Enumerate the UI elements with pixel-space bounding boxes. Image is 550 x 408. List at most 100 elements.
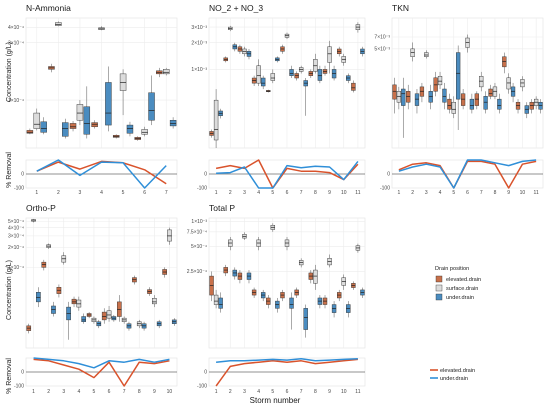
- box-storm-4-surface: [98, 26, 105, 31]
- box-storm-6-under: [111, 314, 117, 322]
- box-body: [270, 73, 276, 81]
- y-axis-label-concentration-top: Concentration (g/L): [6, 42, 13, 102]
- box-storm-1-under: [401, 77, 406, 138]
- box-storm-6-under: [289, 65, 294, 79]
- y-tick-label: 2×10⁻³: [191, 40, 207, 46]
- box-storm-8-under: [317, 65, 323, 84]
- box-body: [91, 122, 98, 128]
- legend-label: elevated.drain: [446, 277, 481, 283]
- x-tick-label: 8: [138, 389, 141, 395]
- box-storm-11-elevated: [351, 80, 356, 93]
- box-legend: Drain position elevated.drain surface.dra…: [435, 266, 481, 301]
- box-storm-2-elevated: [223, 264, 228, 277]
- box-storm-3-elevated: [56, 284, 62, 298]
- box-body: [313, 59, 318, 72]
- box-storm-10-surface: [167, 227, 172, 245]
- box-body: [474, 93, 479, 106]
- removal-line-elevated: [33, 358, 170, 387]
- x-tick-label: 4: [77, 389, 80, 395]
- box-storm-10-under: [346, 73, 351, 84]
- y-tick-label: 3×10⁻⁴: [8, 40, 24, 46]
- box-storm-7-elevated: [117, 295, 122, 322]
- box-storm-6-surface: [141, 126, 148, 137]
- box-body: [40, 121, 47, 133]
- box-body: [289, 297, 294, 309]
- box-storm-2-elevated: [223, 56, 228, 63]
- line-legend: elevated.drain under.drain: [430, 368, 475, 382]
- box-storm-10-elevated: [162, 267, 167, 278]
- x-tick-label: 11: [355, 389, 360, 395]
- box-storm-7-surface: [298, 258, 304, 268]
- box-storm-2-surface: [410, 42, 415, 62]
- box-body: [451, 101, 456, 114]
- box-storm-2-surface: [55, 21, 62, 27]
- x-tick-label: 10: [341, 190, 347, 196]
- legend-line-label: elevated.drain: [440, 368, 475, 374]
- box-storm-2-surface: [228, 25, 233, 32]
- box-storm-8-under: [317, 295, 323, 309]
- y-tick-label: 2.5×10⁻⁴: [187, 269, 207, 275]
- box-body: [460, 93, 466, 106]
- box-storm-5-elevated: [86, 312, 92, 319]
- x-tick-label: 2: [229, 190, 232, 196]
- box-body: [76, 104, 84, 121]
- box-body: [69, 123, 77, 129]
- box-storm-6-surface: [284, 236, 290, 251]
- box-storm-3-elevated: [237, 44, 243, 54]
- box-storm-6-surface: [465, 34, 470, 53]
- box-storm-2-under: [232, 42, 237, 52]
- removal-line-under: [398, 159, 537, 189]
- box-storm-5-under: [456, 45, 461, 130]
- y-tick-label: 1×10⁻³: [191, 219, 207, 225]
- box-body: [62, 122, 69, 137]
- box-storm-5-under: [126, 121, 134, 137]
- box-body: [401, 88, 406, 106]
- box-body: [456, 52, 461, 100]
- box-storm-2-elevated: [41, 259, 47, 271]
- x-tick-label: 1: [397, 190, 400, 196]
- panel-title: Total P: [209, 203, 235, 213]
- box-storm-7-elevated: [294, 71, 299, 81]
- box-body: [213, 99, 219, 141]
- box-storm-2-elevated: [48, 63, 55, 73]
- x-tick-label: 10: [341, 389, 347, 395]
- box-storm-11-elevated: [529, 99, 534, 114]
- removal-line-under: [216, 357, 358, 363]
- box-storm-8-surface: [492, 82, 498, 100]
- box-storm-2-under: [51, 301, 56, 317]
- box-body: [213, 294, 219, 305]
- box-storm-3-surface: [242, 46, 247, 57]
- x-tick-label: 7: [300, 190, 303, 196]
- x-tick-label: 3: [243, 190, 246, 196]
- box-storm-10-elevated: [515, 99, 521, 114]
- box-body: [105, 82, 112, 126]
- box-storm-3-under: [246, 270, 252, 284]
- box-storm-3-surface: [76, 100, 84, 126]
- box-storm-7-under: [169, 117, 177, 129]
- box-storm-1-elevated: [392, 77, 397, 114]
- legend-label: surface.drain: [446, 286, 478, 292]
- removal-y-tick-label: 0: [21, 370, 24, 376]
- box-storm-9-surface: [506, 73, 511, 94]
- box-storm-8-elevated: [308, 270, 314, 284]
- removal-y-tick-label: -100: [380, 186, 390, 192]
- box-storm-4-surface: [256, 59, 261, 87]
- x-tick-label: 9: [153, 389, 156, 395]
- y-axis-label-removal-top: % Removal: [6, 152, 13, 188]
- box-storm-8-surface: [136, 319, 142, 329]
- box-storm-4-under: [105, 66, 112, 132]
- panel-title: NO_2 + NO_3: [209, 3, 263, 13]
- y-tick-label: 3×10⁻³: [191, 25, 207, 31]
- box-storm-4-elevated: [251, 287, 257, 298]
- box-storm-3-elevated: [419, 82, 425, 103]
- box-storm-9-elevated: [147, 287, 152, 296]
- box-body: [424, 52, 429, 57]
- y-tick-label: 4×10⁻⁴: [8, 25, 24, 31]
- box-storm-1-surface: [33, 108, 41, 131]
- box-storm-1-elevated: [209, 271, 214, 302]
- box-storm-7-elevated: [156, 67, 163, 78]
- box-storm-8-under: [497, 93, 502, 114]
- box-storm-5-under: [275, 297, 280, 313]
- box-storm-10-surface: [341, 274, 346, 290]
